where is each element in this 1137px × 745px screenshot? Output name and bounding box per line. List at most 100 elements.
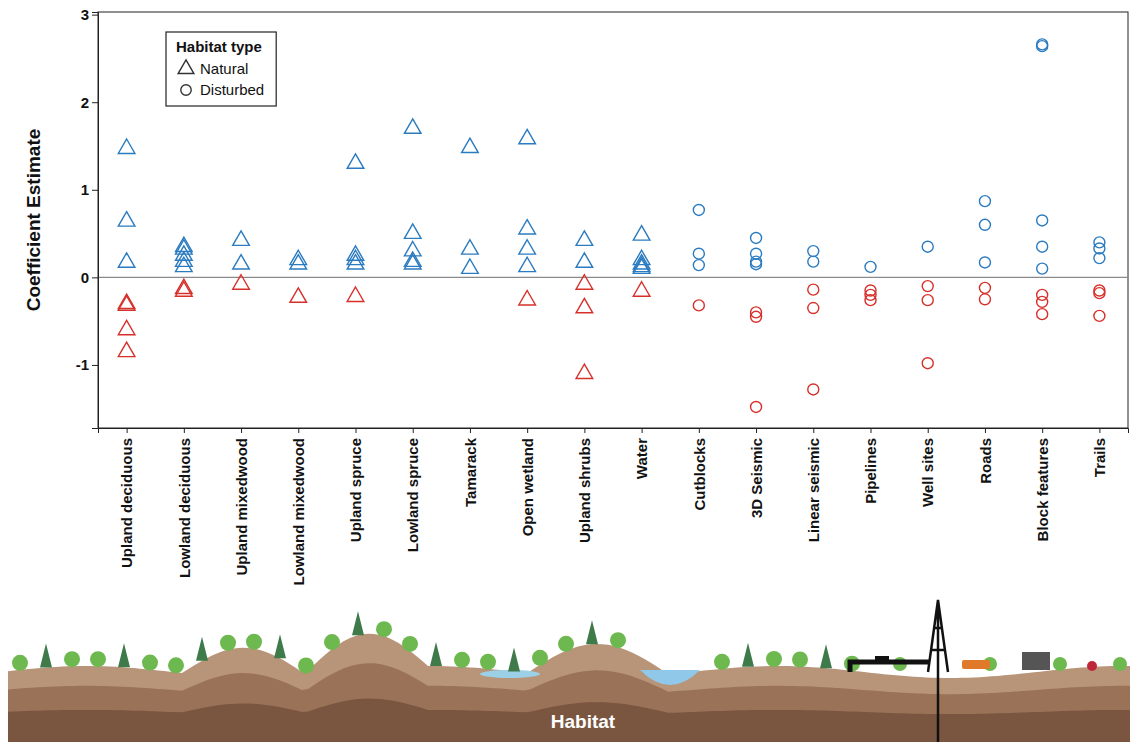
tree (40, 644, 52, 668)
tick-mark (756, 428, 757, 433)
legend-title: Habitat type (176, 38, 262, 55)
point (118, 342, 135, 356)
tick: Block features (1034, 428, 1051, 541)
legend: Habitat typeNaturalDisturbed (166, 32, 276, 106)
tree (742, 643, 754, 667)
tick-label: Linear seismic (805, 438, 822, 542)
tick: Water (633, 428, 650, 479)
tick-label: Block features (1034, 438, 1051, 541)
tree (168, 657, 184, 673)
tree (402, 636, 418, 652)
point (633, 282, 650, 296)
point (693, 204, 704, 215)
point (751, 232, 762, 243)
point (233, 255, 250, 269)
point (808, 246, 819, 257)
derrick (928, 600, 948, 742)
tree (508, 648, 520, 672)
tick-mark (470, 428, 471, 433)
tick: Roads (977, 428, 994, 484)
point (922, 281, 933, 292)
tick: Pipelines (862, 428, 879, 504)
point (979, 282, 990, 293)
tick-label: Pipelines (862, 438, 879, 504)
point (404, 119, 421, 133)
tree (220, 635, 236, 651)
tree (352, 611, 364, 635)
tick-mark (1099, 428, 1100, 433)
point (462, 240, 479, 254)
point (176, 282, 193, 296)
point (865, 261, 876, 272)
point (693, 300, 704, 311)
tree (714, 654, 730, 670)
tick-label: Upland mixedwood (233, 438, 250, 576)
tree (118, 643, 130, 667)
point (118, 320, 135, 334)
point (347, 287, 364, 301)
tree (1113, 657, 1127, 671)
point (808, 256, 819, 267)
point (576, 253, 593, 267)
tree (64, 651, 80, 667)
chart: -10123Upland deciduousLowland deciduousU… (0, 0, 1137, 745)
tick-mark (928, 428, 929, 433)
water-pool (640, 670, 700, 685)
point (519, 129, 536, 143)
point (1037, 263, 1048, 274)
point (118, 139, 135, 153)
legend-marker (178, 60, 194, 74)
tick-mark (413, 428, 414, 433)
tree (586, 620, 598, 644)
tick: 1 (81, 181, 98, 198)
tick: Lowland spruce (404, 428, 421, 552)
tick: Upland mixedwood (233, 428, 250, 576)
tree (12, 655, 28, 671)
pipeline (850, 662, 930, 672)
point (519, 257, 536, 271)
point (979, 196, 990, 207)
axis-line (92, 13, 99, 429)
tick-mark (871, 428, 872, 433)
tick-label: Water (633, 438, 650, 479)
axis-title: Coefficient Estimate (23, 129, 44, 312)
point (693, 248, 704, 259)
tick-mark (527, 428, 528, 433)
tree (480, 654, 496, 670)
point (290, 288, 307, 302)
tick: 2 (81, 94, 98, 111)
point (347, 246, 364, 260)
building (1022, 652, 1050, 670)
ground-layer (8, 663, 1130, 742)
tick-mark (184, 428, 185, 433)
point (751, 401, 762, 412)
tick-label: Roads (977, 438, 994, 484)
tick: Tamarack (462, 428, 479, 507)
tree (532, 650, 548, 666)
legend-box (166, 32, 276, 106)
ground-layer (8, 634, 1130, 742)
pipeline-valve (875, 656, 889, 664)
tick-label: Lowland mixedwood (290, 438, 307, 586)
tree (142, 655, 158, 671)
tick: Linear seismic (805, 428, 822, 542)
point (1094, 288, 1105, 299)
tick-mark (92, 277, 98, 278)
tick-mark (92, 190, 98, 191)
point (1037, 41, 1048, 52)
tree (376, 621, 392, 637)
series (118, 119, 650, 379)
tree (1053, 657, 1067, 671)
point (462, 138, 479, 152)
point (290, 255, 307, 269)
tick: Cutblocks (691, 428, 708, 511)
tick: Upland deciduous (118, 428, 135, 568)
point (233, 275, 250, 289)
plot-area (98, 39, 1128, 413)
tick-mark (1042, 428, 1043, 433)
point (118, 296, 135, 310)
point (693, 260, 704, 271)
tick: Open wetland (519, 428, 536, 536)
legend-label: Natural (200, 60, 248, 77)
point (118, 212, 135, 226)
